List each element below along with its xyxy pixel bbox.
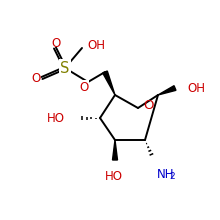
Text: HO: HO (105, 170, 123, 183)
Text: O: O (51, 37, 61, 50)
Text: O: O (143, 99, 154, 112)
Text: OH: OH (87, 38, 105, 51)
Polygon shape (158, 86, 176, 95)
Text: O: O (79, 81, 89, 94)
Text: OH: OH (187, 81, 205, 95)
Text: HO: HO (47, 112, 65, 125)
Text: S: S (60, 61, 70, 75)
Polygon shape (103, 71, 115, 95)
Polygon shape (112, 140, 117, 160)
Text: 2: 2 (169, 172, 175, 181)
Text: NH: NH (157, 168, 174, 181)
Text: O: O (31, 72, 41, 84)
